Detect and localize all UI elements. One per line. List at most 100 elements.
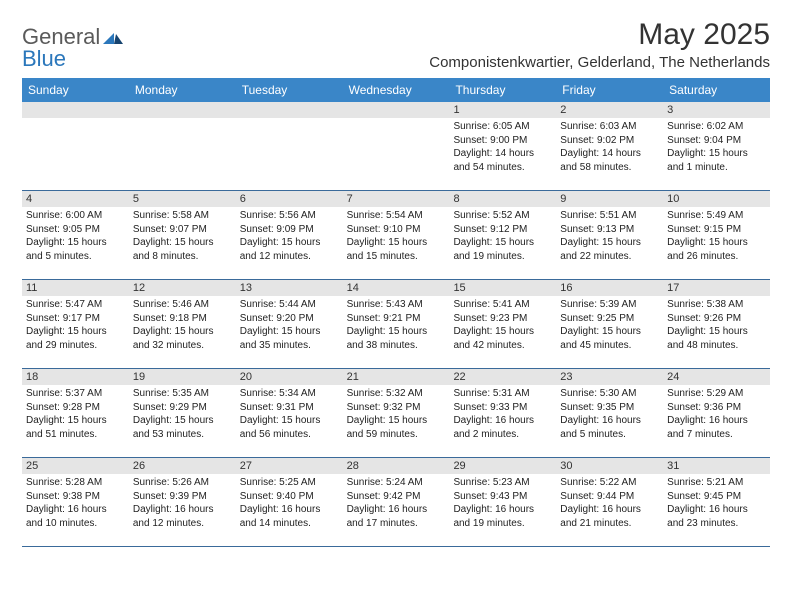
sunrise: Sunrise: 6:00 AM [26, 209, 125, 223]
daylight: Daylight: 15 hours and 15 minutes. [347, 236, 446, 263]
day-cell: 13Sunrise: 5:44 AMSunset: 9:20 PMDayligh… [236, 280, 343, 368]
day-cell: 28Sunrise: 5:24 AMSunset: 9:42 PMDayligh… [343, 458, 450, 546]
day-info: Sunrise: 5:56 AMSunset: 9:09 PMDaylight:… [236, 209, 343, 267]
day-cell: 24 Sunrise: 5:29 AMSunset: 9:36 PMDayligh… [663, 369, 770, 457]
sunrise: Sunrise: 5:44 AM [240, 298, 339, 312]
sunrise: Sunrise: 5:35 AM [133, 387, 232, 401]
day-number: 14 [343, 280, 450, 296]
day-info: Sunrise: 5:39 AMSunset: 9:25 PMDaylight:… [556, 298, 663, 356]
sunrise: Sunrise: 5:47 AM [26, 298, 125, 312]
day-cell: 25Sunrise: 5:28 AMSunset: 9:38 PMDayligh… [22, 458, 129, 546]
sunset: Sunset: 9:43 PM [453, 490, 552, 504]
daylight: Daylight: 15 hours and 29 minutes. [26, 325, 125, 352]
daylight: Daylight: 15 hours and 59 minutes. [347, 414, 446, 441]
location: Componistenkwartier, Gelderland, The Net… [429, 54, 770, 71]
day-number: 15 [449, 280, 556, 296]
day-info: Sunrise: 5:21 AMSunset: 9:45 PMDaylight:… [663, 476, 770, 534]
calendar: Sunday Monday Tuesday Wednesday Thursday… [22, 78, 770, 547]
day-cell: 18Sunrise: 5:37 AMSunset: 9:28 PMDayligh… [22, 369, 129, 457]
sunset: Sunset: 9:07 PM [133, 223, 232, 237]
week-row: 25Sunrise: 5:28 AMSunset: 9:38 PMDayligh… [22, 458, 770, 547]
daylight: Daylight: 15 hours and 1 minute. [667, 147, 766, 174]
sunrise: Sunrise: 6:02 AM [667, 120, 766, 134]
sunrise: Sunrise: 5:34 AM [240, 387, 339, 401]
day-cell: 19Sunrise: 5:35 AMSunset: 9:29 PMDayligh… [129, 369, 236, 457]
sunset: Sunset: 9:31 PM [240, 401, 339, 415]
day-cell [343, 102, 450, 190]
day-number: 23 [556, 369, 663, 385]
day-number: 5 [129, 191, 236, 207]
day-info: Sunrise: 5:38 AMSunset: 9:26 PMDaylight:… [663, 298, 770, 356]
day-info: Sunrise: 5:25 AMSunset: 9:40 PMDaylight:… [236, 476, 343, 534]
sunset: Sunset: 9:13 PM [560, 223, 659, 237]
sunrise: Sunrise: 5:43 AM [347, 298, 446, 312]
logo-icon [103, 24, 125, 50]
day-info: Sunrise: 5:30 AMSunset: 9:35 PMDaylight:… [556, 387, 663, 445]
day-header-fri: Friday [556, 78, 663, 102]
day-cell [236, 102, 343, 190]
day-info: Sunrise: 5:22 AMSunset: 9:44 PMDaylight:… [556, 476, 663, 534]
day-info: Sunrise: 5:47 AMSunset: 9:17 PMDaylight:… [22, 298, 129, 356]
day-cell: 16 Sunrise: 5:39 AMSunset: 9:25 PMDayligh… [556, 280, 663, 368]
daylight: Daylight: 16 hours and 5 minutes. [560, 414, 659, 441]
day-cell [129, 102, 236, 190]
sunrise: Sunrise: 5:23 AM [453, 476, 552, 490]
sunrise: Sunrise: 5:22 AM [560, 476, 659, 490]
daylight: Daylight: 15 hours and 35 minutes. [240, 325, 339, 352]
day-number: 29 [449, 458, 556, 474]
sunset: Sunset: 9:02 PM [560, 134, 659, 148]
daylight: Daylight: 15 hours and 22 minutes. [560, 236, 659, 263]
daylight: Daylight: 15 hours and 8 minutes. [133, 236, 232, 263]
day-info: Sunrise: 5:29 AMSunset: 9:36 PMDaylight:… [663, 387, 770, 445]
day-number: 24 [663, 369, 770, 385]
day-cell: 4Sunrise: 6:00 AMSunset: 9:05 PMDaylight… [22, 191, 129, 279]
sunrise: Sunrise: 5:32 AM [347, 387, 446, 401]
day-cell: 10Sunrise: 5:49 AMSunset: 9:15 PMDayligh… [663, 191, 770, 279]
sunrise: Sunrise: 5:51 AM [560, 209, 659, 223]
week-row: 1Sunrise: 6:05 AMSunset: 9:00 PMDaylight… [22, 102, 770, 191]
sunset: Sunset: 9:18 PM [133, 312, 232, 326]
day-cell: 26Sunrise: 5:26 AMSunset: 9:39 PMDayligh… [129, 458, 236, 546]
daylight: Daylight: 15 hours and 38 minutes. [347, 325, 446, 352]
day-info: Sunrise: 5:44 AMSunset: 9:20 PMDaylight:… [236, 298, 343, 356]
sunset: Sunset: 9:09 PM [240, 223, 339, 237]
day-number: 2 [556, 102, 663, 118]
sunset: Sunset: 9:25 PM [560, 312, 659, 326]
day-header-sat: Saturday [663, 78, 770, 102]
day-info: Sunrise: 5:58 AMSunset: 9:07 PMDaylight:… [129, 209, 236, 267]
day-info: Sunrise: 5:28 AMSunset: 9:38 PMDaylight:… [22, 476, 129, 534]
day-cell: 27 Sunrise: 5:25 AMSunset: 9:40 PMDayligh… [236, 458, 343, 546]
day-number [236, 102, 343, 118]
sunrise: Sunrise: 5:26 AM [133, 476, 232, 490]
sunrise: Sunrise: 5:54 AM [347, 209, 446, 223]
day-number: 8 [449, 191, 556, 207]
day-number: 3 [663, 102, 770, 118]
daylight: Daylight: 14 hours and 54 minutes. [453, 147, 552, 174]
day-info: Sunrise: 6:05 AMSunset: 9:00 PMDaylight:… [449, 120, 556, 178]
sunrise: Sunrise: 6:05 AM [453, 120, 552, 134]
day-number: 30 [556, 458, 663, 474]
day-number: 17 [663, 280, 770, 296]
day-info: Sunrise: 6:03 AMSunset: 9:02 PMDaylight:… [556, 120, 663, 178]
day-cell: 17 Sunrise: 5:38 AMSunset: 9:26 PMDayligh… [663, 280, 770, 368]
daylight: Daylight: 15 hours and 19 minutes. [453, 236, 552, 263]
day-number: 28 [343, 458, 450, 474]
sunrise: Sunrise: 5:25 AM [240, 476, 339, 490]
daylight: Daylight: 16 hours and 21 minutes. [560, 503, 659, 530]
daylight: Daylight: 15 hours and 45 minutes. [560, 325, 659, 352]
day-cell: 21Sunrise: 5:32 AMSunset: 9:32 PMDayligh… [343, 369, 450, 457]
logo-text-2: Blue [22, 46, 66, 72]
week-row: 11Sunrise: 5:47 AMSunset: 9:17 PMDayligh… [22, 280, 770, 369]
day-number: 27 [236, 458, 343, 474]
sunrise: Sunrise: 5:52 AM [453, 209, 552, 223]
day-number: 16 [556, 280, 663, 296]
day-cell: 12Sunrise: 5:46 AMSunset: 9:18 PMDayligh… [129, 280, 236, 368]
day-cell: 31Sunrise: 5:21 AMSunset: 9:45 PMDayligh… [663, 458, 770, 546]
sunrise: Sunrise: 5:39 AM [560, 298, 659, 312]
day-cell: 6Sunrise: 5:56 AMSunset: 9:09 PMDaylight… [236, 191, 343, 279]
day-number [129, 102, 236, 118]
daylight: Daylight: 15 hours and 5 minutes. [26, 236, 125, 263]
day-cell: 5 Sunrise: 5:58 AMSunset: 9:07 PMDaylight… [129, 191, 236, 279]
sunset: Sunset: 9:20 PM [240, 312, 339, 326]
day-header-tue: Tuesday [236, 78, 343, 102]
